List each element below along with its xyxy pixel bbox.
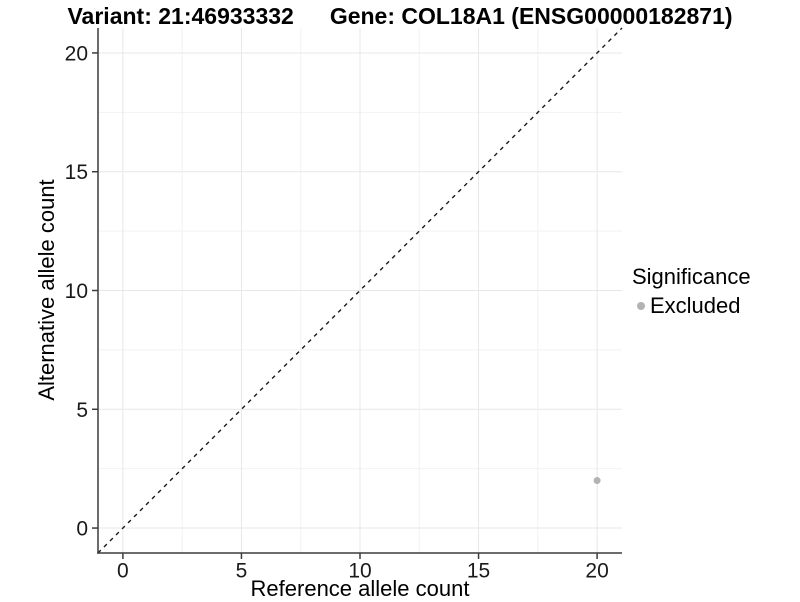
gene-title: Gene: COL18A1 (ENSG00000182871)	[329, 3, 733, 29]
y-tick-label: 0	[76, 518, 88, 541]
y-tick-label: 15	[65, 161, 88, 184]
legend: Significance Excluded	[632, 264, 751, 319]
x-tick-label: 0	[117, 560, 129, 583]
data-point	[593, 477, 601, 485]
y-tick-label: 10	[65, 280, 88, 303]
x-tick-label: 15	[467, 560, 490, 583]
y-tick-label: 5	[76, 399, 88, 422]
x-axis-title: Reference allele count	[250, 576, 470, 601]
y-axis-title: Alternative allele count	[34, 179, 59, 401]
y-tick-label: 20	[65, 42, 88, 65]
legend-item-excluded: Excluded	[637, 293, 751, 319]
legend-point-icon	[637, 302, 645, 310]
x-tick-label: 10	[348, 560, 371, 583]
legend-title: Significance	[632, 264, 751, 289]
variant-title: Variant: 21:46933332	[67, 3, 294, 29]
x-tick-label: 5	[236, 560, 248, 583]
plot-title: Variant: 21:46933332 Gene: COL18A1 (ENSG…	[0, 3, 800, 30]
legend-item-label: Excluded	[650, 293, 741, 318]
x-tick-label: 20	[585, 560, 608, 583]
